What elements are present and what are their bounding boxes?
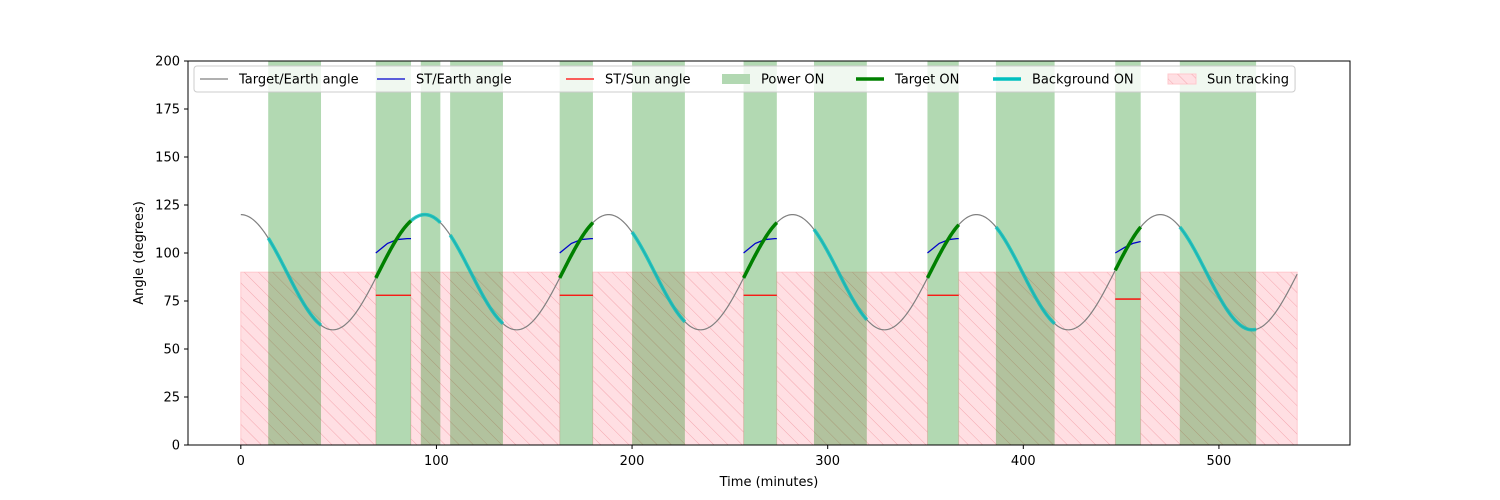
x-tick-label: 100 — [424, 454, 449, 469]
legend-entry: ST/Sun angle — [566, 73, 691, 88]
power-on-span — [1115, 61, 1141, 445]
background-on-segment — [1178, 225, 1257, 332]
y-tick-label: 25 — [163, 391, 180, 406]
legend-label: Target ON — [894, 73, 959, 88]
power-on-span — [632, 61, 685, 445]
legend-entry: ST/Earth angle — [377, 73, 512, 88]
legend-entry: Sun tracking — [1167, 73, 1289, 88]
power-on-span — [420, 61, 441, 445]
x-tick-label: 500 — [1207, 454, 1232, 469]
st-sun-layer — [375, 294, 1141, 300]
legend-entry: Background ON — [993, 73, 1134, 88]
power-on-span — [813, 61, 867, 445]
power-on-span — [1179, 61, 1257, 445]
x-tick-label: 400 — [1011, 454, 1036, 469]
x-tick-label: 300 — [815, 454, 840, 469]
y-tick-label: 75 — [163, 295, 180, 310]
power-on-layer — [268, 61, 1257, 445]
background-on-segment — [630, 231, 687, 323]
target-on-segment — [742, 221, 779, 279]
target-on-segment — [925, 223, 961, 279]
power-on-span — [375, 61, 412, 445]
y-tick-label: 50 — [163, 343, 180, 358]
x-tick-label: 200 — [620, 454, 645, 469]
sun-tracking-hatch — [240, 272, 376, 445]
power-on-span — [450, 61, 503, 445]
power-on-span — [743, 61, 777, 445]
target-on-layer — [374, 219, 1143, 279]
legend-label: Power ON — [761, 73, 824, 88]
legend-label: Target/Earth angle — [238, 73, 359, 88]
background-on-layer — [266, 212, 1257, 332]
y-axis: 0 25 50 75 100 125 150 175 200 — [155, 55, 188, 454]
background-on-segment — [994, 225, 1056, 325]
legend-label: Background ON — [1032, 73, 1134, 88]
power-on-span — [927, 61, 959, 445]
legend-label: Sun tracking — [1207, 73, 1289, 88]
legend-entry: Power ON — [722, 73, 824, 88]
background-on-segment — [409, 213, 422, 223]
y-tick-label: 0 — [172, 439, 180, 454]
background-on-segment — [420, 212, 442, 224]
y-axis-label: Angle (degrees) — [132, 201, 147, 305]
sun-tracking-layer — [240, 271, 1298, 445]
y-tick-label: 150 — [155, 151, 180, 166]
legend-swatch-hatch — [1168, 74, 1196, 84]
sun-tracking-hatch — [1140, 272, 1298, 445]
legend-label: ST/Sun angle — [605, 73, 691, 88]
target-on-segment — [374, 219, 413, 279]
legend: Target/Earth angle ST/Earth angle ST/Sun a… — [193, 65, 1296, 93]
legend-swatch — [722, 74, 750, 84]
y-tick-label: 100 — [155, 247, 180, 262]
x-axis-label: Time (minutes) — [719, 475, 819, 490]
x-tick-label: 0 — [237, 454, 245, 469]
y-tick-label: 125 — [155, 199, 180, 214]
background-on-segment — [448, 234, 505, 325]
x-axis: 0 100 200 300 400 500 — [237, 445, 1232, 469]
legend-entry: Target ON — [856, 73, 959, 88]
power-on-span — [559, 61, 593, 445]
target-on-segment — [558, 221, 595, 279]
y-tick-label: 200 — [155, 55, 180, 70]
legend-label: ST/Earth angle — [416, 73, 512, 88]
legend-entry: Target/Earth angle — [200, 73, 359, 88]
power-on-span — [995, 61, 1055, 445]
y-tick-label: 175 — [155, 103, 180, 118]
background-on-segment — [266, 237, 323, 327]
target-on-segment — [1113, 225, 1143, 272]
background-on-segment — [812, 228, 869, 321]
